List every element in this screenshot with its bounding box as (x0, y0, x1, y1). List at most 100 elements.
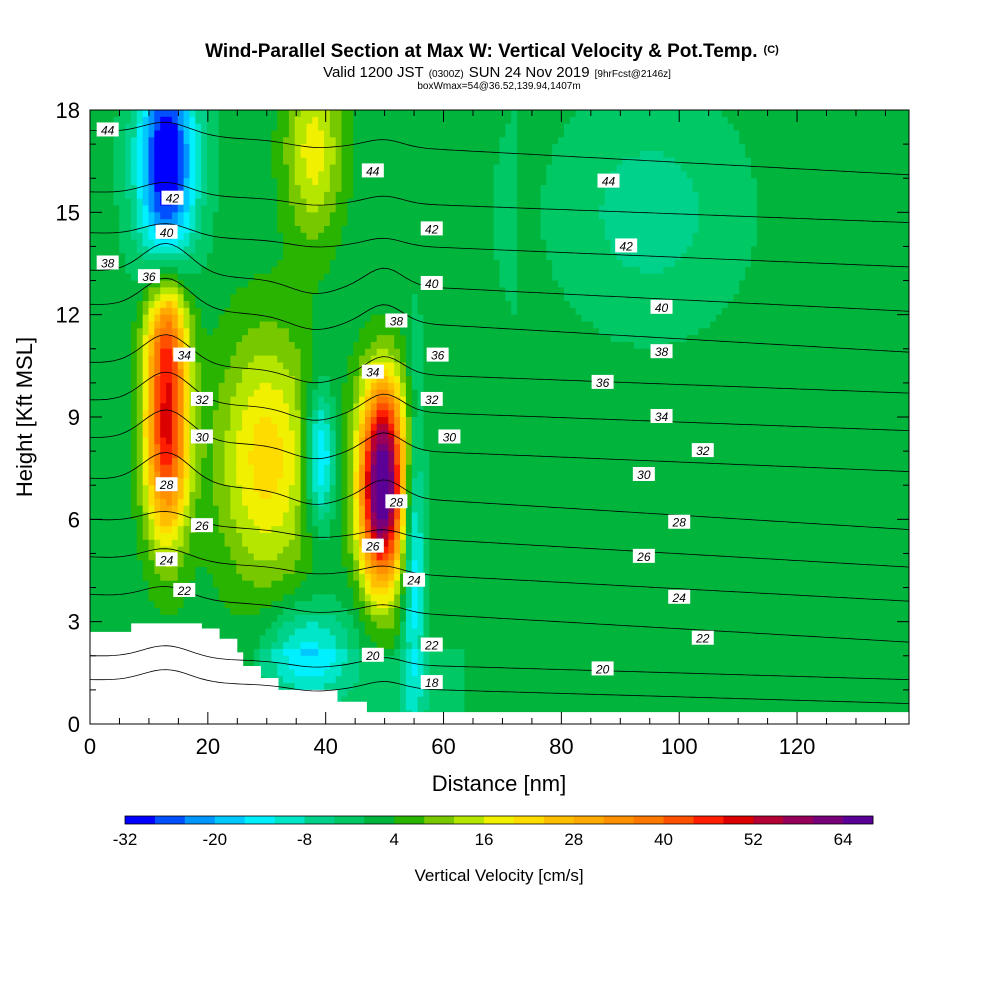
field-cell (394, 219, 401, 227)
field-cell (212, 492, 220, 500)
field-cell (306, 157, 313, 166)
field-cell (107, 110, 114, 118)
field-cell (382, 253, 389, 261)
field-cell (177, 403, 185, 411)
field-cell (300, 621, 308, 630)
field-cell (253, 212, 261, 220)
field-cell (306, 266, 313, 275)
field-cell (318, 362, 325, 370)
field-cell (265, 389, 272, 398)
field-cell (394, 328, 401, 336)
field-cell (148, 191, 155, 200)
field-cell (288, 369, 296, 377)
field-cell (166, 362, 173, 370)
field-cell (125, 553, 132, 561)
field-cell (300, 471, 308, 479)
field-cell (364, 601, 372, 609)
field-cell (318, 116, 325, 125)
field-cell (148, 532, 155, 541)
field-cell (160, 362, 167, 370)
field-cell (183, 573, 191, 582)
field-cell (370, 423, 378, 432)
field-cell (195, 471, 202, 479)
field-cell (312, 430, 319, 439)
field-cell (230, 485, 237, 493)
field-cell (312, 485, 319, 493)
field-cell (335, 560, 343, 568)
field-cell (224, 355, 231, 364)
field-cell (119, 403, 126, 411)
field-cell (329, 560, 337, 568)
field-cell (142, 389, 150, 398)
field-cell (154, 410, 161, 418)
field-cell (353, 662, 360, 671)
field-cell (160, 123, 167, 132)
field-cell (95, 396, 103, 404)
field-cell (353, 587, 360, 595)
field-cell (388, 628, 395, 636)
field-cell (154, 321, 161, 329)
field-cell (347, 696, 354, 705)
field-cell (207, 403, 214, 411)
field-cell (90, 539, 97, 548)
field-cell (335, 294, 343, 302)
field-cell (201, 621, 208, 630)
field-cell (288, 178, 296, 186)
field-cell (265, 150, 272, 159)
field-cell (247, 328, 255, 336)
field-cell (294, 321, 302, 329)
field-cell (195, 301, 202, 309)
field-cell (318, 485, 325, 493)
field-cell (242, 294, 249, 302)
field-cell (306, 355, 313, 364)
field-cell (160, 144, 167, 152)
field-cell (247, 512, 255, 520)
field-cell (113, 246, 120, 254)
field-cell (247, 628, 255, 636)
field-cell (207, 410, 214, 418)
field-cell (101, 614, 109, 623)
field-cell (107, 519, 114, 527)
field-cell (125, 178, 132, 186)
field-cell (177, 369, 185, 377)
field-cell (136, 376, 144, 384)
field-cell (341, 116, 348, 125)
field-cell (101, 621, 109, 630)
field-cell (253, 376, 261, 384)
field-cell (329, 171, 337, 179)
field-cell (294, 621, 302, 630)
field-cell (283, 614, 290, 623)
field-cell (306, 676, 313, 684)
field-cell (113, 580, 120, 589)
field-cell (166, 437, 173, 445)
field-cell (405, 430, 413, 439)
field-cell (400, 451, 407, 459)
field-cell (394, 642, 401, 650)
field-cell (136, 464, 144, 473)
field-cell (113, 457, 120, 466)
field-cell (107, 396, 114, 404)
field-cell (224, 287, 231, 295)
field-cell (288, 587, 296, 595)
field-cell (335, 519, 343, 527)
field-cell (113, 301, 120, 309)
field-cell (359, 573, 366, 582)
field-cell (177, 505, 185, 514)
field-cell (405, 164, 413, 172)
field-cell (400, 683, 407, 691)
field-cell (394, 239, 401, 248)
field-cell (306, 341, 313, 350)
field-cell (160, 335, 167, 343)
field-cell (376, 376, 384, 384)
field-cell (364, 444, 372, 452)
field-cell (400, 239, 407, 248)
field-cell (283, 369, 290, 377)
field-cell (306, 307, 313, 316)
field-cell (207, 567, 214, 575)
field-cell (166, 587, 173, 595)
field-cell (183, 471, 191, 479)
field-cell (353, 546, 360, 555)
field-cell (324, 512, 331, 520)
field-cell (364, 376, 372, 384)
field-cell (148, 451, 155, 459)
